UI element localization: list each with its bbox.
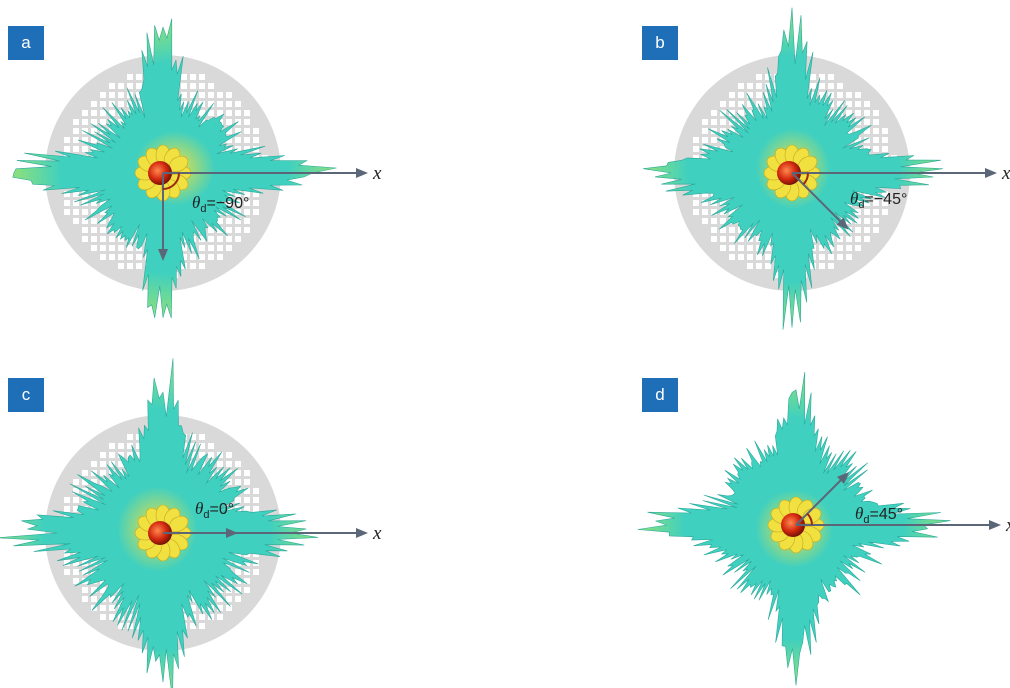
panel-label-d: d (642, 378, 678, 412)
x-axis-label: x (372, 163, 382, 184)
direction-arrowhead (226, 528, 238, 538)
angle-subscript: d (863, 514, 869, 526)
angle-value: =45° (869, 506, 903, 523)
core-emitter (148, 161, 172, 185)
angle-arc (802, 172, 809, 186)
radiation-pattern-c: x θd=0° (0, 358, 382, 688)
radiation-pattern-b: x θd=−45° (643, 7, 1010, 330)
x-axis-label: x (1001, 163, 1010, 184)
panel-b: x θd=−45° b (505, 0, 1010, 344)
angle-subscript: d (200, 203, 206, 215)
direction-arrow-line (791, 172, 844, 225)
angle-label: θd=45° (855, 504, 903, 526)
core-emitter (777, 161, 801, 185)
angle-symbol: θ (192, 193, 200, 212)
x-axis-label: x (1005, 515, 1010, 536)
angle-label: θd=0° (195, 499, 234, 521)
x-axis-label: x (372, 523, 382, 544)
direction-arrow-line (795, 476, 845, 526)
angle-label: θd=−45° (850, 189, 907, 211)
angle-subscript: d (203, 509, 209, 521)
angle-value: =−45° (864, 191, 907, 208)
angle-value: =0° (209, 501, 234, 518)
x-axis-arrowhead (989, 520, 1001, 530)
panel-label-b: b (642, 26, 678, 60)
x-axis-arrowhead (985, 168, 997, 178)
angle-symbol: θ (855, 504, 863, 523)
panel-label-a: a (8, 26, 44, 60)
angle-subscript: d (858, 199, 864, 211)
direction-arrowhead (837, 471, 850, 484)
core-emitter (148, 521, 172, 545)
x-axis-arrowhead (356, 168, 368, 178)
direction-arrowhead (836, 217, 849, 230)
x-axis-arrowhead (356, 528, 368, 538)
angle-arc (162, 172, 180, 190)
panel-label-c: c (8, 378, 44, 412)
angle-label: θd=−90° (192, 193, 249, 215)
radiation-pattern-a: x θd=−90° (12, 18, 382, 319)
panel-a: x θd=−90° a (0, 0, 505, 344)
direction-arrowhead (158, 249, 168, 261)
panel-c: x θd=0° c (0, 344, 505, 688)
angle-symbol: θ (850, 189, 858, 208)
angle-arc (806, 512, 813, 526)
angle-symbol: θ (195, 499, 203, 518)
angle-value: =−90° (206, 195, 249, 212)
radiation-pattern-d: xθd=45° (637, 371, 1010, 686)
core-emitter (781, 513, 805, 537)
panel-d: xθd=45° d (505, 344, 1010, 688)
